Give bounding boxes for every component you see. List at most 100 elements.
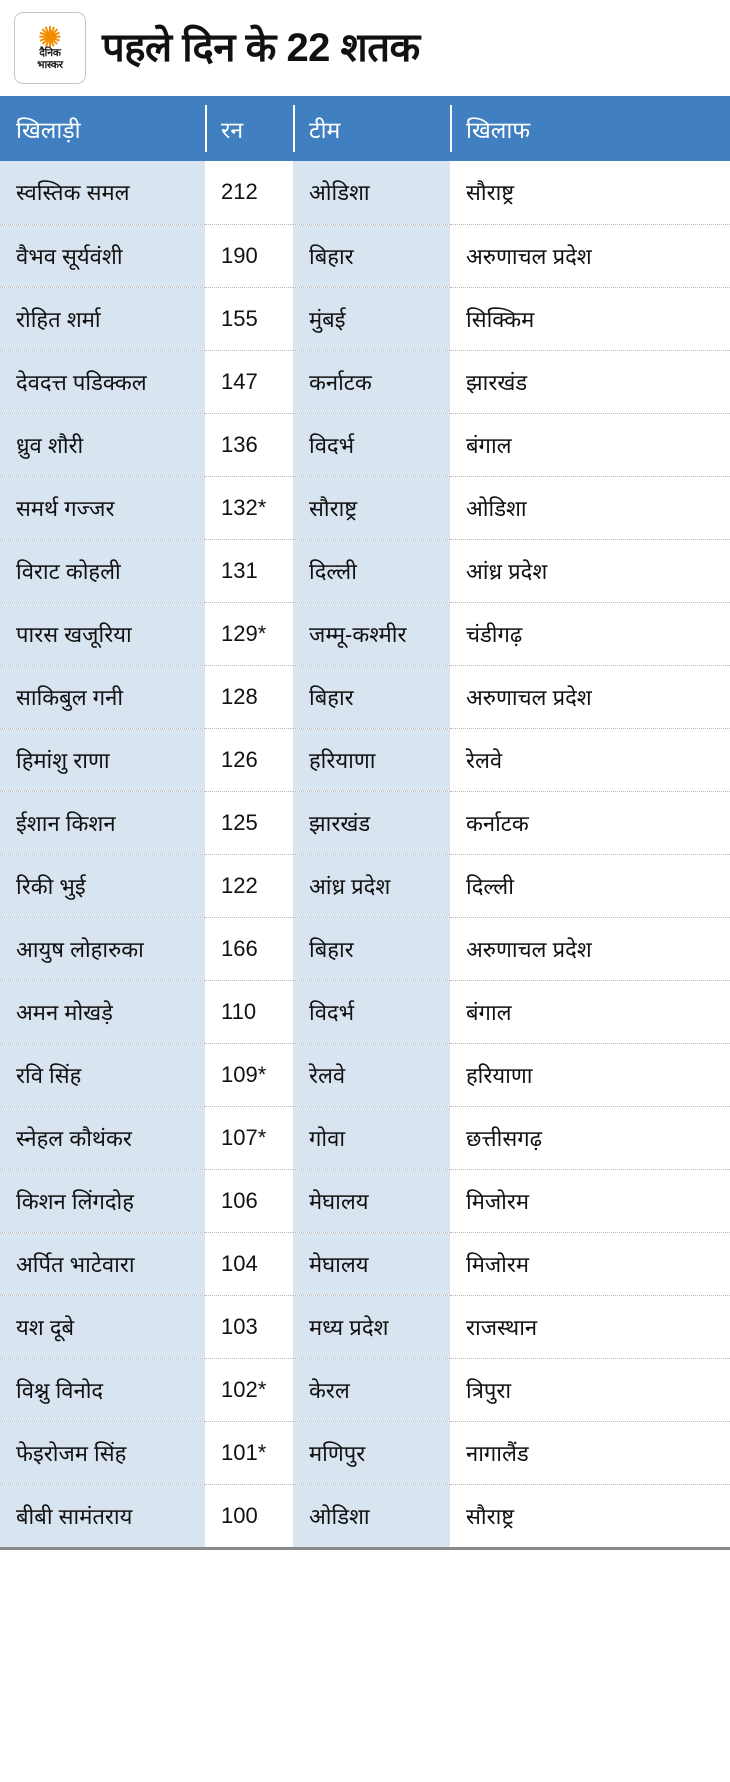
cell-team: कर्नाटक <box>293 350 450 414</box>
cell-against: मिजोरम <box>450 1169 730 1233</box>
cell-runs: 103 <box>205 1295 293 1359</box>
cell-team: बिहार <box>293 665 450 729</box>
cell-runs: 101* <box>205 1421 293 1485</box>
table-row: विश्नु विनोद 102* केरल त्रिपुरा <box>0 1358 730 1422</box>
cell-against: सिक्किम <box>450 287 730 351</box>
cell-team: केरल <box>293 1358 450 1422</box>
cell-runs: 126 <box>205 728 293 792</box>
cell-runs: 212 <box>205 161 293 225</box>
cell-runs: 100 <box>205 1484 293 1547</box>
cell-against: हरियाणा <box>450 1043 730 1107</box>
cell-team: बिहार <box>293 224 450 288</box>
table-header-row: खिलाड़ी रन टीम खिलाफ <box>0 96 730 161</box>
cell-player: रोहित शर्मा <box>0 287 205 351</box>
cell-player: रिकी भुई <box>0 854 205 918</box>
cell-against: अरुणाचल प्रदेश <box>450 917 730 981</box>
cell-player: बीबी सामंतराय <box>0 1484 205 1547</box>
cell-player: अर्पित भाटेवारा <box>0 1232 205 1296</box>
cell-team: विदर्भ <box>293 980 450 1044</box>
cell-player: किशन लिंगदोह <box>0 1169 205 1233</box>
cell-runs: 106 <box>205 1169 293 1233</box>
cell-runs: 122 <box>205 854 293 918</box>
cell-player: अमन मोखड़े <box>0 980 205 1044</box>
cell-team: ओडिशा <box>293 1484 450 1547</box>
table-row: वैभव सूर्यवंशी 190 बिहार अरुणाचल प्रदेश <box>0 224 730 288</box>
cell-runs: 136 <box>205 413 293 477</box>
cell-against: दिल्ली <box>450 854 730 918</box>
cell-player: देवदत्त पडिक्कल <box>0 350 205 414</box>
cell-team: मुंबई <box>293 287 450 351</box>
table-body: स्वस्तिक समल 212 ओडिशा सौराष्ट्र वैभव सूर्यव… <box>0 161 730 1547</box>
centuries-table: खिलाड़ी रन टीम खिलाफ स्वस्तिक समल 212 ओडिश… <box>0 96 730 1547</box>
cell-against: मिजोरम <box>450 1232 730 1296</box>
cell-team: विदर्भ <box>293 413 450 477</box>
table-row: अर्पित भाटेवारा 104 मेघालय मिजोरम <box>0 1232 730 1296</box>
cell-against: अरुणाचल प्रदेश <box>450 224 730 288</box>
cell-against: छत्तीसगढ़ <box>450 1106 730 1170</box>
cell-runs: 129* <box>205 602 293 666</box>
table-row: बीबी सामंतराय 100 ओडिशा सौराष्ट्र <box>0 1484 730 1547</box>
cell-runs: 109* <box>205 1043 293 1107</box>
table-row: स्नेहल कौथंकर 107* गोवा छत्तीसगढ़ <box>0 1106 730 1170</box>
cell-team: बिहार <box>293 917 450 981</box>
dainik-bhaskar-logo: दैनिक भास्कर <box>14 12 86 84</box>
cell-against: रेलवे <box>450 728 730 792</box>
column-header-against: खिलाफ <box>450 96 730 161</box>
cell-player: यश दूबे <box>0 1295 205 1359</box>
cell-runs: 110 <box>205 980 293 1044</box>
sun-icon <box>39 25 61 47</box>
cell-player: विश्नु विनोद <box>0 1358 205 1422</box>
cell-team: दिल्ली <box>293 539 450 603</box>
cell-runs: 190 <box>205 224 293 288</box>
cell-team: हरियाणा <box>293 728 450 792</box>
cell-against: त्रिपुरा <box>450 1358 730 1422</box>
cell-player: रवि सिंह <box>0 1043 205 1107</box>
cell-runs: 125 <box>205 791 293 855</box>
cell-against: अरुणाचल प्रदेश <box>450 665 730 729</box>
table-row: ईशान किशन 125 झारखंड कर्नाटक <box>0 791 730 855</box>
cell-team: गोवा <box>293 1106 450 1170</box>
cell-runs: 104 <box>205 1232 293 1296</box>
cell-player: वैभव सूर्यवंशी <box>0 224 205 288</box>
cell-runs: 132* <box>205 476 293 540</box>
table-row: फेइरोजम सिंह 101* मणिपुर नागालैंड <box>0 1421 730 1485</box>
cell-against: राजस्थान <box>450 1295 730 1359</box>
table-row: आयुष लोहारुका 166 बिहार अरुणाचल प्रदेश <box>0 917 730 981</box>
cell-runs: 128 <box>205 665 293 729</box>
logo-label-line1: दैनिक <box>39 47 61 59</box>
cell-player: ध्रुव शौरी <box>0 413 205 477</box>
cell-player: पारस खजूरिया <box>0 602 205 666</box>
cell-against: आंध्र प्रदेश <box>450 539 730 603</box>
cell-team: आंध्र प्रदेश <box>293 854 450 918</box>
cell-team: मध्य प्रदेश <box>293 1295 450 1359</box>
table-row: रिकी भुई 122 आंध्र प्रदेश दिल्ली <box>0 854 730 918</box>
table-row: यश दूबे 103 मध्य प्रदेश राजस्थान <box>0 1295 730 1359</box>
page-title: पहले दिन के 22 शतक <box>102 26 420 70</box>
table-row: साकिबुल गनी 128 बिहार अरुणाचल प्रदेश <box>0 665 730 729</box>
cell-player: विराट कोहली <box>0 539 205 603</box>
cell-runs: 102* <box>205 1358 293 1422</box>
cell-player: हिमांशु राणा <box>0 728 205 792</box>
cell-player: फेइरोजम सिंह <box>0 1421 205 1485</box>
table-row: रवि सिंह 109* रेलवे हरियाणा <box>0 1043 730 1107</box>
cell-player: स्नेहल कौथंकर <box>0 1106 205 1170</box>
table-row: विराट कोहली 131 दिल्ली आंध्र प्रदेश <box>0 539 730 603</box>
cell-player: समर्थ गज्जर <box>0 476 205 540</box>
cell-runs: 131 <box>205 539 293 603</box>
cell-team: मेघालय <box>293 1169 450 1233</box>
cell-player: ईशान किशन <box>0 791 205 855</box>
cell-against: नागालैंड <box>450 1421 730 1485</box>
table-row: ध्रुव शौरी 136 विदर्भ बंगाल <box>0 413 730 477</box>
logo-label-line2: भास्कर <box>37 58 63 71</box>
cell-player: साकिबुल गनी <box>0 665 205 729</box>
cell-runs: 155 <box>205 287 293 351</box>
table-row: स्वस्तिक समल 212 ओडिशा सौराष्ट्र <box>0 161 730 225</box>
table-header: खिलाड़ी रन टीम खिलाफ <box>0 96 730 161</box>
cell-team: ओडिशा <box>293 161 450 225</box>
cell-against: सौराष्ट्र <box>450 1484 730 1547</box>
table-row: हिमांशु राणा 126 हरियाणा रेलवे <box>0 728 730 792</box>
table-row: समर्थ गज्जर 132* सौराष्ट्र ओडिशा <box>0 476 730 540</box>
cell-against: बंगाल <box>450 413 730 477</box>
cell-runs: 147 <box>205 350 293 414</box>
